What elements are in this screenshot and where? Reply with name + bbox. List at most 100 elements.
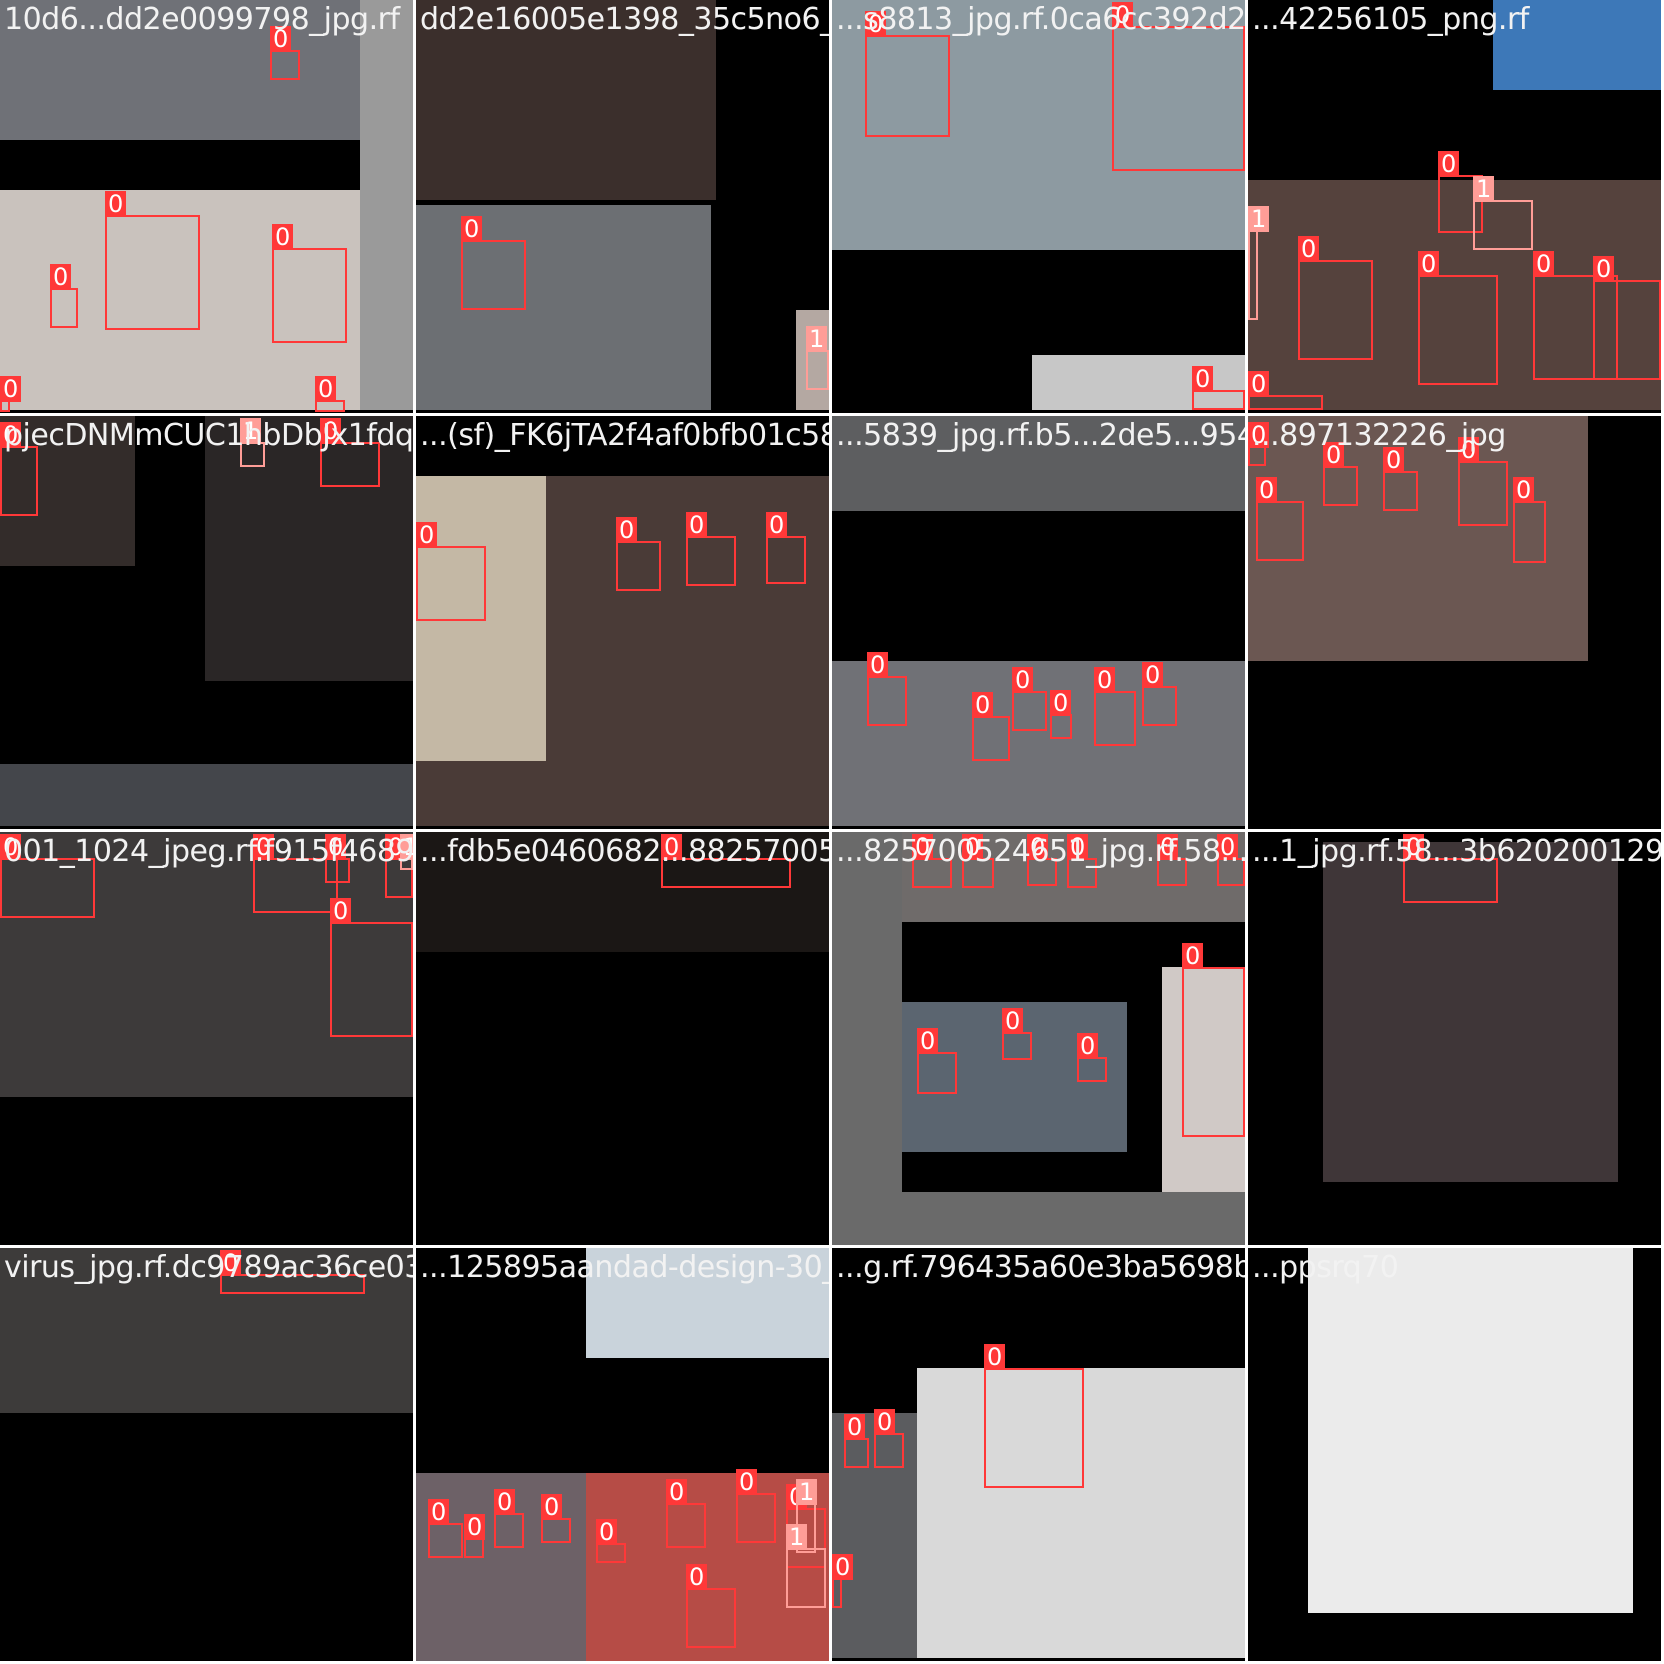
detection-box: 0 [270,26,300,80]
class-label: 0 [1256,477,1278,503]
class-label: 0 [1458,437,1480,463]
class-label: 0 [272,224,294,250]
class-label: 0 [105,191,127,217]
detection-box: 0 [1256,477,1304,561]
detection-box: 0 [1438,151,1483,233]
detection-box: 0 [320,418,380,487]
photo-region [1162,967,1245,1192]
detection-box: 0 [1403,834,1498,903]
class-label: 0 [1298,236,1320,262]
mosaic-tile: 0 0 0 0 0 0 10d6...dd2e0099798_jpg.rf [0,0,413,413]
class-label: 1 [400,834,413,860]
detection-box: 0 [1458,437,1508,526]
class-label: 0 [461,216,483,242]
tile-filename: ...5839_jpg.rf.b5...2de5...954...8971322… [836,418,1245,453]
detection-box: 0 [1067,834,1097,888]
detection-box: 0 [686,512,736,586]
mosaic-tile: 0000000000...825700524651_jpg.rf.58...3b… [832,832,1245,1245]
mosaic-tile: ...ppsrq70 [1248,1248,1661,1661]
class-label: 0 [661,834,683,860]
mosaic-tile: 00000000011...125895aandad-design-30_jpg… [416,1248,829,1661]
mosaic-tile: 000001001_1024_jpeg.rf.f915f4689737633b5… [0,832,413,1245]
detection-box: 0 [253,834,338,913]
detection-box: 0 [50,264,78,328]
class-label: 1 [806,326,828,352]
tile-filename: ...fdb5e0460682...8825700524651_jpg.rf.5… [420,834,829,869]
class-label: 0 [1533,251,1555,277]
mosaic-tile: 0 0 0 0 0 0 1 1 ...42256105_png.rf [1248,0,1661,413]
detection-box: 0 [220,1250,365,1294]
class-label: 0 [1112,2,1134,28]
class-label: 0 [984,1344,1006,1370]
detection-box: 0 [666,1479,706,1548]
detection-box: 0 [1533,251,1618,380]
detection-box: 0 [984,1344,1084,1488]
tile-filename: 10d6...dd2e0099798_jpg.rf [4,2,400,37]
detection-box: 0 [962,834,994,888]
photo-region [832,0,1245,250]
class-label: 0 [1248,371,1270,397]
class-label: 0 [315,376,337,402]
class-label: 0 [1012,667,1034,693]
class-label: 0 [874,1409,896,1435]
photo-region [360,0,413,410]
detection-box: 0 [1027,834,1057,886]
detection-box: 0 [1192,366,1245,410]
class-label: 0 [912,834,934,860]
class-label: 1 [796,1479,818,1505]
detection-box: 1 [1473,176,1533,250]
detection-box: 0 [315,376,345,412]
class-label: 0 [917,1028,939,1054]
photo-region [917,1368,1245,1658]
detection-box: 0 [686,1564,736,1648]
class-label: 0 [416,522,438,548]
detection-box: 0 [105,191,200,330]
class-label: 0 [428,1499,450,1525]
class-label: 0 [464,1514,486,1540]
class-label: 0 [1248,422,1270,448]
class-label: 0 [0,376,22,402]
class-label: 1 [786,1524,808,1550]
photo-region [832,832,902,1192]
detection-box: 0 [0,834,95,918]
mosaic-tile: 0virus_jpg.rf.dc9789ac36ce0312589...ad-d… [0,1248,413,1661]
class-label: 0 [1513,477,1535,503]
detection-box: 0 [832,1554,854,1608]
photo-region [1323,842,1618,1182]
photo-region [832,1192,1245,1245]
class-label: 0 [1157,834,1179,860]
detection-box: 0 [1077,1033,1107,1082]
class-label: 0 [1383,447,1405,473]
detection-box: 0 [661,834,791,888]
detection-box: 0 [917,1028,957,1094]
tile-filename: ...825700524651_jpg.rf.58...3b6 [836,834,1245,869]
photo-region [1493,0,1661,90]
detection-box: 0 [428,1499,463,1558]
photo-region [0,190,360,410]
class-label: 0 [596,1519,618,1545]
class-label: 1 [1473,176,1495,202]
class-label: 0 [541,1494,563,1520]
class-label: 0 [844,1414,866,1440]
detection-box: 0 [1383,447,1418,511]
mosaic-tile: 0 1 dd2e16005e1398_35c5no6_jpg.rf [416,0,829,413]
class-label: 0 [1142,662,1164,688]
detection-box: 0 [616,517,661,591]
photo-region [0,832,413,1097]
detection-box: 1 [1248,206,1270,320]
photo-region [1308,1248,1633,1613]
detection-box: 0 [325,834,350,883]
detection-box: 0 [1593,256,1661,380]
tile-filename: dd2e16005e1398_35c5no6_jpg.rf [420,2,829,37]
detection-box: 1 [786,1524,826,1608]
tile-filename: ...897132226_jpg [1252,418,1506,453]
class-label: 0 [867,652,889,678]
photo-region [832,416,1245,511]
detection-box: 0 [1248,422,1270,466]
class-label: 0 [972,692,994,718]
detection-box: 0 [272,224,347,343]
class-label: 0 [494,1489,516,1515]
class-label: 0 [1192,366,1214,392]
detection-box: 0 [1513,477,1546,563]
tile-filename: ...125895aandad-design-30_jpg.rf.796435a… [420,1250,829,1285]
